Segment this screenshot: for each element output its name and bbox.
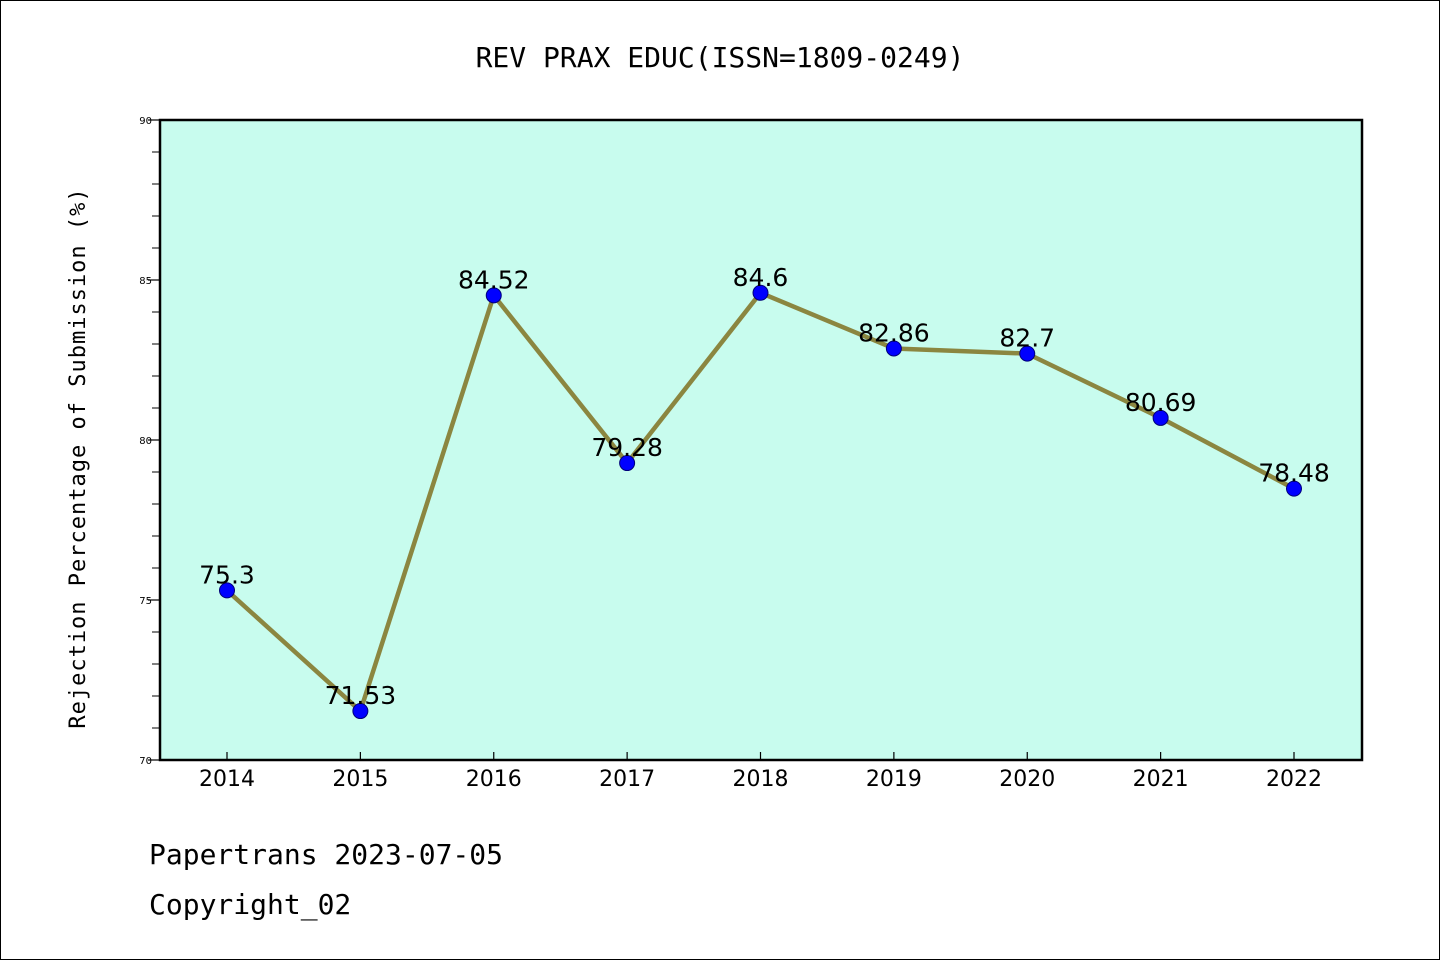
plot-area [160, 120, 1362, 760]
data-label: 71.53 [325, 681, 397, 710]
x-tick-label: 2022 [1266, 767, 1322, 792]
data-label: 79.28 [591, 433, 663, 462]
x-tick-label: 2015 [332, 767, 388, 792]
data-point [885, 340, 902, 357]
data-point [219, 582, 235, 599]
data-point [1286, 480, 1302, 497]
data-point [752, 284, 769, 301]
x-tick-label: 2016 [466, 767, 522, 792]
y-tick-label: 80 [139, 436, 152, 447]
data-label: 75.3 [199, 560, 255, 589]
data-label: 82.86 [858, 318, 930, 347]
x-tick-label: 2018 [733, 767, 789, 792]
data-point [485, 287, 502, 304]
data-label: 84.52 [458, 265, 530, 294]
data-label: 82.7 [999, 324, 1055, 353]
data-point [352, 703, 369, 720]
x-tick-label: 2017 [599, 767, 655, 792]
x-tick-label: 2020 [999, 767, 1055, 792]
y-axis: 70 75 80 85 90 [139, 116, 160, 767]
footer-date: Papertrans 2023-07-05 [149, 838, 503, 871]
y-tick-label: 70 [139, 756, 152, 767]
x-axis: 2014 2015 2016 2017 2018 2019 2020 2021 2022 [199, 752, 1322, 792]
data-point [1019, 345, 1036, 362]
x-tick-label: 2021 [1133, 767, 1189, 792]
plot-border [158, 118, 1364, 762]
data-points [219, 284, 1302, 720]
data-label: 84.6 [733, 263, 789, 292]
data-point [1152, 409, 1169, 426]
y-tick-label: 75 [139, 596, 152, 607]
footer-copyright: Copyright_02 [149, 888, 351, 922]
chart-title: REV PRAX EDUC(ISSN=1809-0249) [476, 41, 965, 74]
y-tick-label: 85 [139, 276, 152, 287]
data-label: 80.69 [1125, 388, 1197, 417]
y-tick-label: 90 [139, 116, 152, 127]
y-axis-label: Rejection Percentage of Submission (%) [66, 187, 91, 728]
x-tick-label: 2019 [866, 767, 922, 792]
x-tick-label: 2014 [199, 767, 255, 792]
data-label: 78.48 [1258, 459, 1330, 488]
data-labels: 75.3 71.53 84.52 79.28 84.6 82.86 82.7 80.69 78.… [199, 263, 1330, 710]
data-point [619, 455, 636, 472]
